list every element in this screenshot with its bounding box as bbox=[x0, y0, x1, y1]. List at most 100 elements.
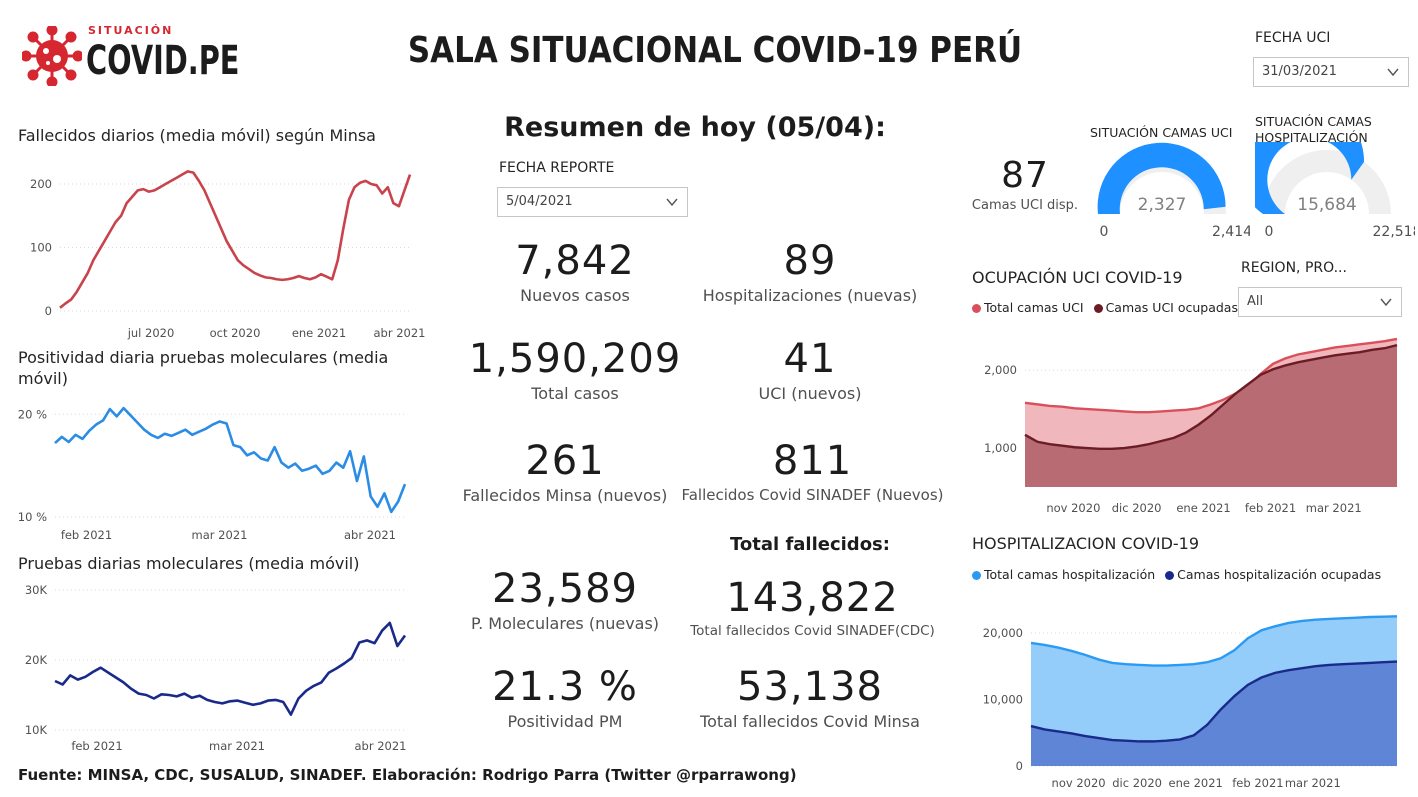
kpi-uci-nuevos: 41 UCI (nuevos) bbox=[690, 336, 930, 403]
x-tick-label: nov 2020 bbox=[1046, 501, 1100, 515]
kpi-value: 23,589 bbox=[492, 566, 638, 612]
series-line bbox=[1024, 337, 1398, 414]
total-fallecidos-heading: Total fallecidos: bbox=[730, 534, 890, 555]
chart-title-pruebas: Pruebas diarias moleculares (media móvil… bbox=[18, 554, 360, 573]
legend-dot bbox=[972, 304, 981, 313]
legend-item-total-hosp: Total camas hospitalización bbox=[984, 567, 1156, 582]
gauge-value: 2,327 bbox=[1138, 195, 1187, 215]
positividad-line-chart: 10 % 20 % feb 2021 mar 2021 abr 2021 bbox=[18, 406, 407, 542]
x-tick-label: abr 2021 bbox=[374, 326, 426, 340]
kpi-nuevos-casos: 7,842 Nuevos casos bbox=[460, 238, 690, 305]
x-tick-label: oct 2020 bbox=[210, 326, 261, 340]
y-tick-label: 10,000 bbox=[983, 692, 1023, 706]
x-tick-label: mar 2021 bbox=[1306, 501, 1362, 515]
gauge-fill bbox=[1255, 142, 1365, 214]
y-tick-label: 200 bbox=[30, 177, 52, 191]
series-line bbox=[59, 170, 412, 309]
virus-icon bbox=[22, 26, 82, 86]
hosp-area-chart: 0 10,000 20,000 nov 2020 dic 2020 ene 2021 feb… bbox=[983, 615, 1398, 790]
x-tick-label: dic 2020 bbox=[1112, 776, 1162, 790]
resumen-title: Resumen de hoy (05/04): bbox=[504, 112, 886, 143]
kpi-total-minsa: 53,138 Total fallecidos Covid Minsa bbox=[690, 664, 930, 731]
series-line bbox=[1024, 343, 1398, 451]
chevron-down-icon bbox=[1387, 68, 1399, 77]
kpi-total-casos: 1,590,209 Total casos bbox=[450, 336, 700, 403]
fecha-reporte-label: FECHA REPORTE bbox=[499, 160, 615, 176]
chevron-down-icon bbox=[1380, 298, 1392, 307]
kpi-fallecidos-minsa: 261 Fallecidos Minsa (nuevos) bbox=[450, 438, 680, 505]
footer-source: Fuente: MINSA, CDC, SUSALUD, SINADEF. El… bbox=[18, 766, 797, 784]
page-title: SALA SITUACIONAL COVID-19 PERÚ bbox=[407, 30, 1023, 71]
y-tick-label: 30K bbox=[25, 583, 48, 597]
kpi-value: 811 bbox=[772, 438, 853, 484]
kpi-fallecidos-sinadef: 811 Fallecidos Covid SINADEF (Nuevos) bbox=[680, 438, 945, 504]
series-line bbox=[1030, 660, 1398, 743]
logo-title: COVID.PE bbox=[86, 38, 240, 84]
legend-dot bbox=[1093, 304, 1103, 313]
x-tick-label: ene 2021 bbox=[292, 326, 346, 340]
kpi-value: 21.3 % bbox=[492, 664, 638, 710]
gauge-max: 22,518 bbox=[1373, 224, 1416, 240]
kpi-positividad: 21.3 % Positividad PM bbox=[450, 664, 680, 731]
y-tick-label: 10 % bbox=[18, 510, 47, 524]
fecha-uci-label: FECHA UCI bbox=[1255, 30, 1331, 46]
kpi-label: UCI (nuevos) bbox=[758, 384, 862, 403]
legend-hosp: Total camas hospitalización Camas hospit… bbox=[972, 567, 1381, 582]
kpi-label: Fallecidos Covid SINADEF (Nuevos) bbox=[681, 486, 944, 504]
x-tick-label: ene 2021 bbox=[1169, 776, 1223, 790]
legend-item-total-uci: Total camas UCI bbox=[984, 300, 1084, 315]
series-line bbox=[1030, 615, 1398, 667]
kpi-label: Camas UCI disp. bbox=[971, 198, 1079, 213]
gauge-camas-uci: 2,327 0 2,414 bbox=[1097, 142, 1250, 240]
chart-title-fallecidos: Fallecidos diarios (media móvil) según M… bbox=[18, 126, 376, 145]
x-tick-label: dic 2020 bbox=[1112, 501, 1162, 515]
region-filter-dropdown[interactable]: All bbox=[1238, 287, 1402, 317]
kpi-value: 89 bbox=[783, 238, 837, 284]
gauge-min: 0 bbox=[1265, 224, 1274, 240]
kpi-value: 1,590,209 bbox=[468, 336, 682, 382]
y-tick-label: 10K bbox=[25, 723, 48, 737]
kpi-label: Total fallecidos Covid SINADEF(CDC) bbox=[690, 623, 935, 639]
covid-pe-logo: SITUACIÓN COVID.PE bbox=[22, 18, 239, 90]
kpi-pruebas-moleculares: 23,589 P. Moleculares (nuevas) bbox=[450, 566, 680, 633]
x-tick-label: jul 2020 bbox=[127, 326, 175, 340]
kpi-value: 261 bbox=[525, 438, 605, 484]
x-tick-label: mar 2021 bbox=[192, 528, 248, 542]
fecha-reporte-dropdown[interactable]: 5/04/2021 bbox=[497, 187, 688, 217]
series-line bbox=[54, 406, 407, 514]
x-tick-label: feb 2021 bbox=[71, 739, 122, 753]
legend-item-ocupadas-uci: Camas UCI ocupadas bbox=[1105, 300, 1238, 315]
kpi-label: Hospitalizaciones (nuevas) bbox=[702, 286, 918, 305]
kpi-label: Nuevos casos bbox=[520, 286, 630, 305]
fecha-uci-value: 31/03/2021 bbox=[1262, 64, 1337, 79]
y-tick-label: 2,000 bbox=[984, 363, 1017, 377]
y-tick-label: 1,000 bbox=[984, 441, 1017, 455]
legend-dot bbox=[972, 571, 981, 580]
x-tick-label: mar 2021 bbox=[1285, 776, 1341, 790]
x-tick-label: feb 2021 bbox=[61, 528, 112, 542]
kpi-value: 41 bbox=[783, 336, 837, 382]
x-tick-label: feb 2021 bbox=[1232, 776, 1283, 790]
chart-title-uci-area: OCUPACIÓN UCI COVID-19 bbox=[972, 268, 1183, 287]
x-tick-label: nov 2020 bbox=[1052, 776, 1106, 790]
chart-title-positividad: Positividad diaria pruebas moleculares (… bbox=[18, 348, 389, 388]
logo-subtitle: SITUACIÓN bbox=[88, 24, 174, 37]
fecha-uci-dropdown[interactable]: 31/03/2021 bbox=[1253, 57, 1409, 87]
chevron-down-icon bbox=[666, 198, 678, 207]
region-filter-label: REGION, PRO... bbox=[1241, 260, 1347, 276]
gauge-camas-hospitalizacion: 15,684 0 22,518 bbox=[1255, 142, 1416, 240]
kpi-hospitalizaciones: 89 Hospitalizaciones (nuevas) bbox=[690, 238, 930, 305]
x-tick-label: mar 2021 bbox=[209, 739, 265, 753]
kpi-value: 143,822 bbox=[726, 575, 899, 621]
chart-title-hosp-area: HOSPITALIZACION COVID-19 bbox=[972, 534, 1200, 553]
kpi-label: Total fallecidos Covid Minsa bbox=[700, 712, 920, 731]
gauge-value: 15,684 bbox=[1297, 195, 1356, 215]
kpi-label: Fallecidos Minsa (nuevos) bbox=[462, 486, 668, 505]
uci-area-chart: 1,000 2,000 nov 2020 dic 2020 ene 2021 feb 20… bbox=[984, 337, 1398, 515]
x-tick-label: abr 2021 bbox=[344, 528, 396, 542]
kpi-label: Total casos bbox=[531, 384, 619, 403]
x-tick-label: feb 2021 bbox=[1245, 501, 1296, 515]
kpi-label: Positividad PM bbox=[507, 712, 623, 731]
legend-dot bbox=[1165, 571, 1175, 580]
fallecidos-line-chart: 0 100 200 jul 2020 oct 2020 ene 2021 abr 2021 bbox=[30, 170, 426, 340]
